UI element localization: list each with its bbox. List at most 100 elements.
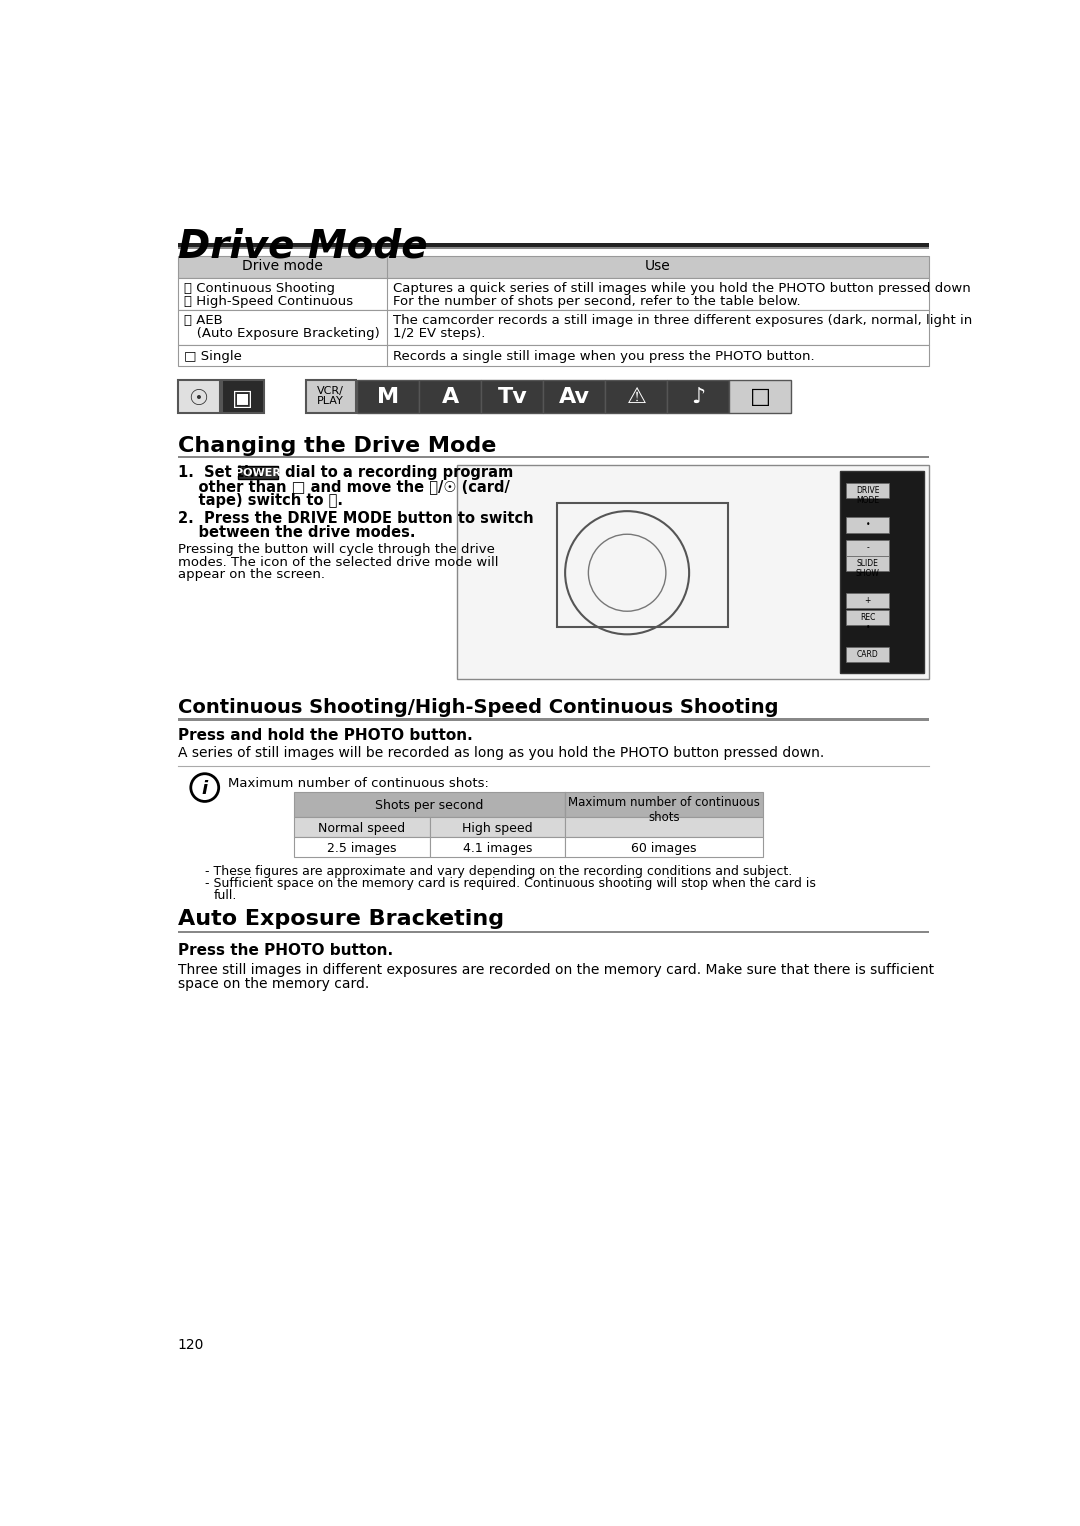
Text: - These figures are approximate and vary depending on the recording conditions a: - These figures are approximate and vary… <box>205 865 792 877</box>
Text: POWER: POWER <box>235 468 281 478</box>
Text: REC
•: REC • <box>860 613 876 632</box>
Bar <box>306 380 356 412</box>
Bar <box>177 380 220 412</box>
Text: M: M <box>377 388 400 407</box>
Text: Pressing the button will cycle through the drive: Pressing the button will cycle through t… <box>177 543 495 557</box>
Bar <box>238 467 279 479</box>
Text: appear on the screen.: appear on the screen. <box>177 568 325 581</box>
Text: Av: Av <box>559 388 590 407</box>
Bar <box>667 380 729 412</box>
Text: space on the memory card.: space on the memory card. <box>177 977 369 990</box>
Text: i: i <box>202 780 207 798</box>
Text: A series of still images will be recorded as long as you hold the PHOTO button p: A series of still images will be recorde… <box>177 746 824 760</box>
Text: ☉: ☉ <box>189 389 208 409</box>
Bar <box>177 278 930 310</box>
Text: Press the PHOTO button.: Press the PHOTO button. <box>177 943 393 958</box>
Bar <box>847 482 889 497</box>
Bar <box>847 517 889 533</box>
Text: PLAY: PLAY <box>316 395 343 406</box>
Text: ♪: ♪ <box>691 388 705 407</box>
Text: □ Single: □ Single <box>184 349 242 363</box>
Bar <box>557 504 728 627</box>
Text: 2.  Press the DRIVE MODE button to switch: 2. Press the DRIVE MODE button to switch <box>177 511 534 526</box>
Bar <box>177 243 930 247</box>
Bar <box>847 647 889 662</box>
Text: CARD: CARD <box>856 650 879 659</box>
Bar <box>565 816 762 836</box>
Text: Maximum number of continuous shots:: Maximum number of continuous shots: <box>228 777 489 790</box>
Bar <box>357 380 419 412</box>
Bar <box>419 380 482 412</box>
Bar <box>177 256 930 278</box>
Text: High speed: High speed <box>462 823 532 835</box>
Text: A: A <box>442 388 459 407</box>
Bar <box>606 380 667 412</box>
Bar <box>565 792 762 816</box>
Text: Use: Use <box>645 259 671 273</box>
Bar <box>294 836 430 858</box>
Bar <box>177 310 930 345</box>
Bar <box>840 472 924 673</box>
Bar <box>482 380 543 412</box>
Bar <box>729 380 792 412</box>
Text: Press and hold the PHOTO button.: Press and hold the PHOTO button. <box>177 728 472 743</box>
Text: (Auto Exposure Bracketing): (Auto Exposure Bracketing) <box>184 327 379 340</box>
Text: 2.5 images: 2.5 images <box>327 842 396 855</box>
Text: 60 images: 60 images <box>631 842 697 855</box>
Text: 4.1 images: 4.1 images <box>462 842 532 855</box>
Text: modes. The icon of the selected drive mode will: modes. The icon of the selected drive mo… <box>177 555 498 569</box>
Bar <box>177 247 930 249</box>
Bar <box>847 555 889 571</box>
Text: VCR/: VCR/ <box>316 386 343 397</box>
Text: DRIVE
MODE: DRIVE MODE <box>856 485 879 505</box>
Bar <box>543 380 606 412</box>
Text: 1.  Set the: 1. Set the <box>177 465 269 481</box>
Text: other than □ and move the ⎙/☉ (card/: other than □ and move the ⎙/☉ (card/ <box>177 479 510 494</box>
Bar <box>294 792 565 816</box>
Text: Captures a quick series of still images while you hold the PHOTO button pressed : Captures a quick series of still images … <box>393 282 971 295</box>
Text: ⚠: ⚠ <box>626 388 647 407</box>
Text: ⎙ AEB: ⎙ AEB <box>184 314 222 327</box>
Text: between the drive modes.: between the drive modes. <box>177 525 415 540</box>
Bar <box>847 540 889 555</box>
Text: 1/2 EV steps).: 1/2 EV steps). <box>393 327 485 340</box>
Text: SLIDE
SHOW: SLIDE SHOW <box>855 559 880 578</box>
Bar <box>177 456 930 458</box>
Bar <box>430 836 565 858</box>
Text: +: + <box>865 595 870 604</box>
Text: Tv: Tv <box>498 388 527 407</box>
Bar <box>177 931 930 932</box>
Bar <box>565 836 762 858</box>
Bar <box>847 610 889 626</box>
Text: □: □ <box>750 388 771 407</box>
Text: •: • <box>865 520 870 530</box>
Text: -: - <box>866 543 869 552</box>
Text: 120: 120 <box>177 1338 204 1352</box>
Text: Normal speed: Normal speed <box>319 823 405 835</box>
Bar <box>847 592 889 609</box>
Text: tape) switch to ⎙.: tape) switch to ⎙. <box>177 493 342 508</box>
Text: Continuous Shooting/High-Speed Continuous Shooting: Continuous Shooting/High-Speed Continuou… <box>177 699 778 717</box>
Text: The camcorder records a still image in three different exposures (dark, normal, : The camcorder records a still image in t… <box>393 314 972 327</box>
Text: ⎙ Continuous Shooting: ⎙ Continuous Shooting <box>184 282 335 295</box>
Bar <box>221 380 265 412</box>
Text: dial to a recording program: dial to a recording program <box>280 465 513 481</box>
Text: - Sufficient space on the memory card is required. Continuous shooting will stop: - Sufficient space on the memory card is… <box>205 877 815 890</box>
Bar <box>294 816 430 836</box>
Text: Changing the Drive Mode: Changing the Drive Mode <box>177 436 496 456</box>
Text: Three still images in different exposures are recorded on the memory card. Make : Three still images in different exposure… <box>177 963 934 977</box>
Text: Drive mode: Drive mode <box>242 259 323 273</box>
Text: full.: full. <box>214 890 238 902</box>
Bar <box>177 345 930 366</box>
Text: For the number of shots per second, refer to the table below.: For the number of shots per second, refe… <box>393 295 800 308</box>
Bar <box>430 816 565 836</box>
Text: Records a single still image when you press the PHOTO button.: Records a single still image when you pr… <box>393 349 814 363</box>
Text: ⎙ High-Speed Continuous: ⎙ High-Speed Continuous <box>184 295 353 308</box>
Text: Maximum number of continuous
shots: Maximum number of continuous shots <box>568 797 760 824</box>
Text: ▣: ▣ <box>232 389 253 409</box>
Text: Auto Exposure Bracketing: Auto Exposure Bracketing <box>177 909 503 929</box>
Text: Drive Mode: Drive Mode <box>177 227 428 266</box>
Bar <box>457 465 930 679</box>
Bar <box>177 719 930 720</box>
Text: Shots per second: Shots per second <box>376 800 484 812</box>
